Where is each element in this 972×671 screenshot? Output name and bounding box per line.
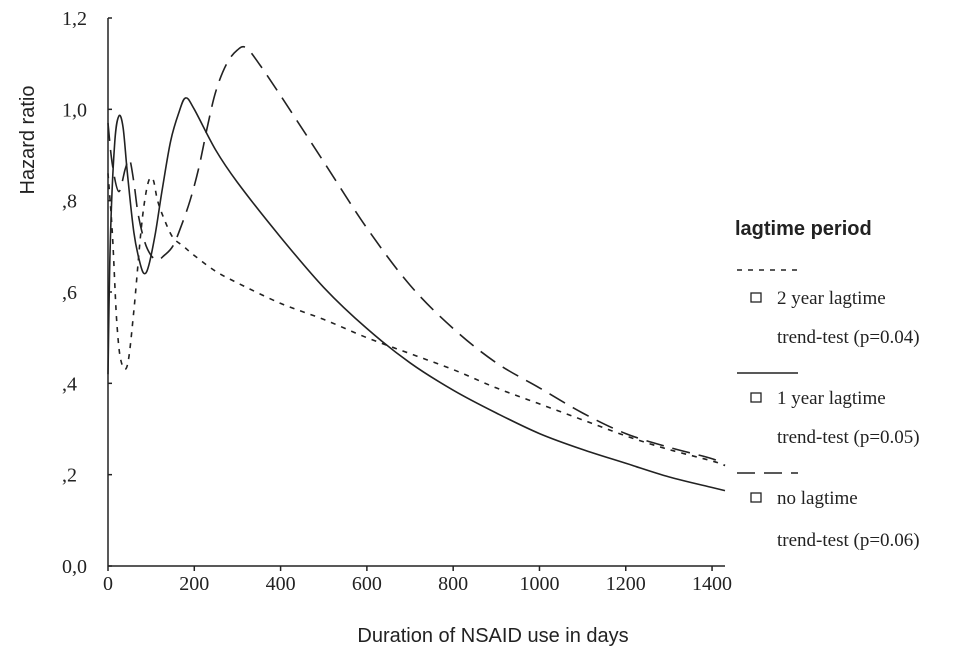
x-tick-label: 0 xyxy=(103,573,113,595)
plot-lines xyxy=(107,45,726,492)
y-tick-label: 1,2 xyxy=(62,8,87,30)
series-1yr-lagtime-line xyxy=(107,97,726,492)
x-tick-label: 1200 xyxy=(606,573,646,595)
y-tick-label: ,6 xyxy=(62,282,77,304)
x-tick-label: 600 xyxy=(352,573,382,595)
x-axis-title: Duration of NSAID use in days xyxy=(357,625,628,647)
legend-title: lagtime period xyxy=(735,218,872,240)
series-2yr-lagtime-line xyxy=(107,173,726,467)
legend-marker-icon xyxy=(750,492,762,503)
y-tick-label: 1,0 xyxy=(62,99,87,121)
y-tick-label: ,8 xyxy=(62,191,77,213)
legend-label-2yr: 2 year lagtime xyxy=(777,288,886,309)
x-tick-label: 400 xyxy=(266,573,296,595)
legend-sublabel-2yr: trend-test (p=0.04) xyxy=(777,327,920,348)
x-tick-label: 200 xyxy=(179,573,209,595)
y-ticks: 0,0 ,2 ,4 ,6 ,8 1,0 1,2 xyxy=(62,8,112,578)
x-tick-label: 1000 xyxy=(519,573,559,595)
legend-sublabel-1yr: trend-test (p=0.05) xyxy=(777,427,920,448)
legend-marker-icon xyxy=(750,392,762,403)
legend-marker-icon xyxy=(750,292,762,303)
legend-label-nolag: no lagtime xyxy=(777,488,858,509)
legend: lagtime period 2 year lagtime trend-test… xyxy=(735,218,920,551)
legend-label-1yr: 1 year lagtime xyxy=(777,388,886,409)
y-axis-title: Hazard ratio xyxy=(17,86,39,195)
x-tick-label: 800 xyxy=(438,573,468,595)
y-tick-label: 0,0 xyxy=(62,556,87,578)
y-tick-label: ,2 xyxy=(62,465,77,487)
x-tick-label: 1400 xyxy=(692,573,732,595)
x-ticks: 0 200 400 600 800 1000 1200 1400 xyxy=(103,566,732,595)
axes xyxy=(107,18,725,567)
series-no-lagtime-line xyxy=(107,45,726,467)
legend-sublabel-nolag: trend-test (p=0.06) xyxy=(777,530,920,551)
y-tick-label: ,4 xyxy=(62,373,77,395)
